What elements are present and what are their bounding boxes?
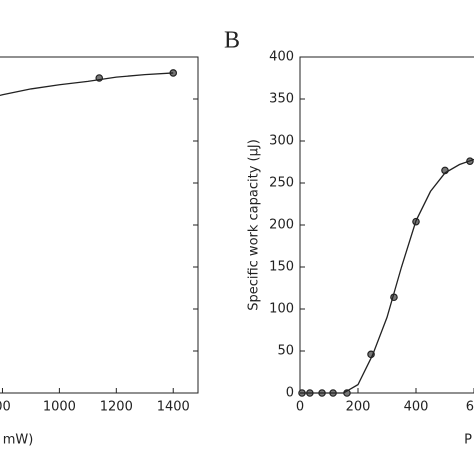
y-tick-label: 100 (269, 302, 294, 317)
plot-frame (0, 56, 199, 394)
y-tick-label: 300 (269, 134, 294, 149)
x-tick-label: 00 (0, 400, 11, 415)
x-axis-label: mW) (3, 433, 34, 448)
x-tick-label: 1000 (43, 400, 76, 415)
x-axis-label: P (464, 433, 472, 448)
y-tick-label: 0 (286, 386, 294, 401)
x-tick-label: 400 (404, 400, 429, 415)
y-axis-label: Specific work capacity (μJ) (247, 139, 262, 311)
panel-title: B (224, 28, 240, 54)
y-tick-label: 150 (269, 260, 294, 275)
plot-frame (299, 56, 474, 394)
x-tick-label: 200 (346, 400, 371, 415)
x-tick-label: 0 (296, 400, 304, 415)
y-tick-label: 200 (269, 218, 294, 233)
y-tick-label: 250 (269, 176, 294, 191)
fit-line (300, 158, 474, 394)
y-tick-label: 350 (269, 92, 294, 107)
y-tick-label: 50 (277, 344, 294, 359)
y-tick-label: 400 (269, 50, 294, 65)
fit-line (0, 72, 174, 97)
x-tick-label: 1200 (100, 400, 133, 415)
x-tick-label: 60 (466, 400, 474, 415)
x-tick-label: 1400 (157, 400, 190, 415)
